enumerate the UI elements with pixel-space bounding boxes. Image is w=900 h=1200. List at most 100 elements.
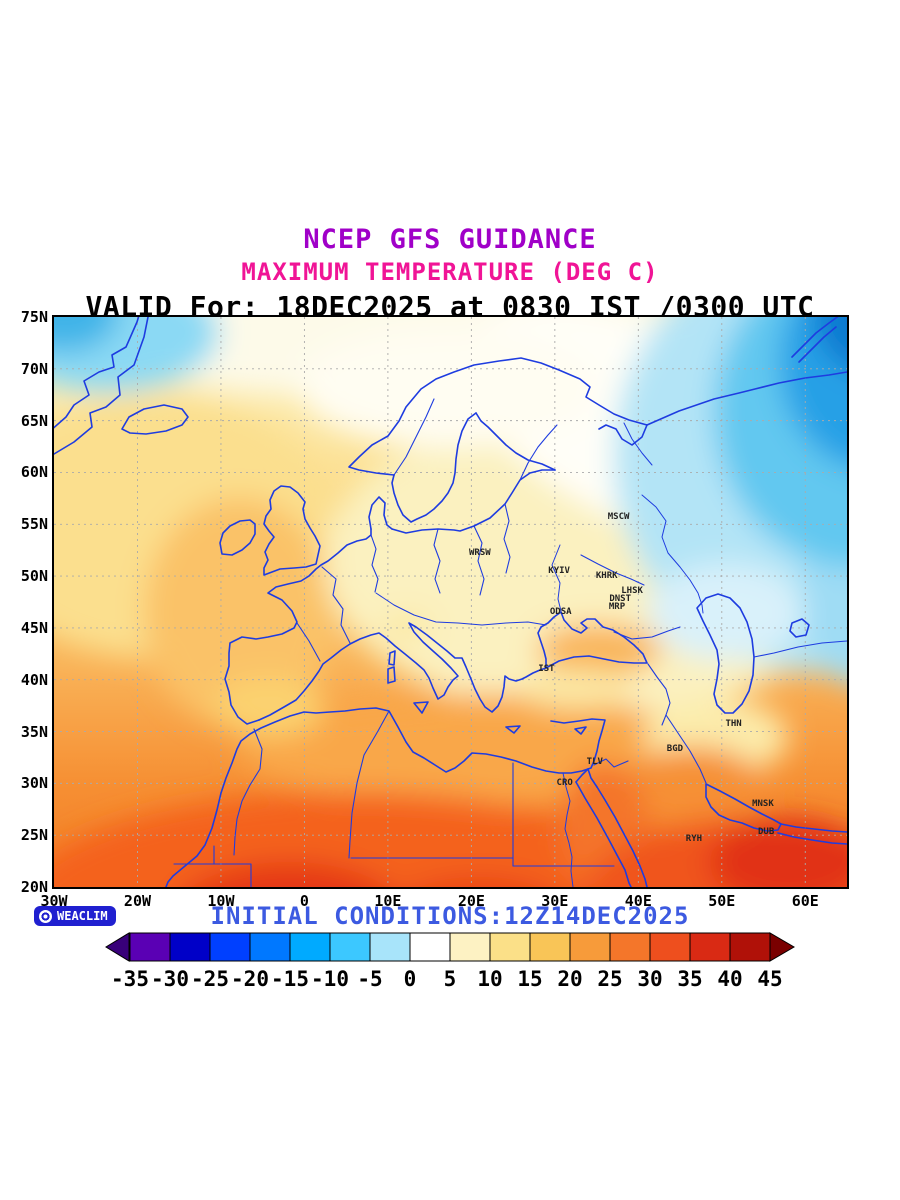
city-label-kyiv: KYIV [548, 566, 570, 577]
rivers [375, 422, 704, 887]
colorbar-segment [489, 932, 531, 962]
colorbar-segment [289, 932, 331, 962]
temperature-colorbar: -35 -30 -25 -20 -15 -10 -5 0 5 10 15 20 25 30 35 40 45 [0, 930, 900, 1000]
city-label-ist: IST [538, 664, 555, 675]
coast-sinai-2 [587, 768, 598, 788]
lat-tick-label: 70N [20, 359, 48, 378]
colorbar-tick-label: 5 [444, 967, 457, 991]
city-label-mnsk: MNSK [752, 798, 774, 809]
colorbar-tick-label: 40 [717, 967, 742, 991]
river-danube [375, 592, 547, 626]
colorbar-segment [329, 932, 371, 962]
colorbar-tick-label: 25 [597, 967, 622, 991]
city-label-mrp: MRP [608, 602, 626, 613]
colorbar-segment [409, 932, 451, 962]
coast-novaya-zemlya-2 [798, 326, 837, 363]
colorbar-segment [529, 932, 571, 962]
lon-tick-label: 30W [40, 892, 68, 910]
lon-tick-label: 0 [299, 892, 309, 910]
initial-conditions-text: INITIAL CONDITIONS:12Z14DEC2025 [210, 902, 690, 930]
colorbar-tick-label: 45 [757, 967, 782, 991]
coast-baltic-south [391, 469, 556, 534]
lat-tick-label: 75N [20, 308, 48, 326]
coast-sinai-1 [575, 768, 589, 783]
colorbar-tick-label: 20 [557, 967, 582, 991]
city-label-dnst: DNST [609, 593, 632, 604]
lat-tick-label: 20N [20, 878, 48, 896]
colorbar-tick-label: -30 [151, 967, 189, 991]
colorbar-segment [609, 932, 651, 962]
lon-tick-label: 60E [791, 892, 819, 910]
river-nile [562, 772, 574, 887]
colorbar-tick-label: -5 [357, 967, 382, 991]
coast-sicily [413, 701, 429, 714]
city-label-khrk: KHRK [595, 570, 618, 581]
river-dnieper [551, 544, 562, 612]
lat-tick-label: 45N [20, 618, 48, 637]
coast-britain [263, 485, 321, 576]
weaclim-label: WEACLIM [57, 909, 108, 923]
coast-red-sea-east [596, 786, 648, 887]
lon-tick-label: 20W [123, 892, 152, 910]
colorbar-left-arrow [105, 932, 130, 962]
lat-tick-label: 60N [20, 463, 48, 482]
city-label-thn: THN [725, 718, 742, 729]
colorbar-segment [369, 932, 411, 962]
colorbar-segment [649, 932, 691, 962]
colorbar-tick-label: -15 [271, 967, 309, 991]
coast-iceland [121, 404, 189, 435]
lat-tick-label: 25N [20, 826, 48, 845]
coast-greenland-inner [54, 317, 149, 455]
map-frame: MSCW WRSW KYIV KHRK LHSK DNST MRP ODSA IST THN BGD… [21, 308, 849, 910]
colorbar-tick-label: 10 [477, 967, 502, 991]
coast-baltic-north [475, 412, 556, 471]
coast-norway [348, 357, 648, 476]
colorbar-segment [169, 932, 211, 962]
colorbar-svg: -35 -30 -25 -20 -15 -10 -5 0 5 10 15 20 25 30 35 40 45 [105, 932, 795, 991]
city-label-tlv: TLV [586, 756, 603, 767]
coast-sweden [391, 412, 477, 523]
colorbar-tick-label: -25 [191, 967, 229, 991]
temperature-blobs [54, 317, 847, 887]
city-label-odsa: ODSA [549, 607, 572, 618]
colorbar-right-arrow [769, 932, 795, 962]
city-label-ryh: RYH [685, 834, 703, 845]
lat-tick-label: 40N [20, 670, 48, 689]
lat-tick-label: 50N [20, 567, 48, 586]
lon-tick-label: 10W [207, 892, 235, 910]
colorbar-segment [729, 932, 771, 962]
title-model: NCEP GFS GUIDANCE [303, 224, 597, 255]
target-icon [39, 909, 52, 923]
river-volga [641, 494, 704, 614]
coast-caspian [696, 593, 755, 714]
coast-arctic-russia [646, 371, 847, 426]
coast-sardinia [387, 666, 396, 684]
coast-cyprus [574, 726, 587, 735]
colorbar-segment [129, 932, 171, 962]
city-label-bgd: BGD [666, 744, 684, 755]
colorbar-tick-label: -10 [311, 967, 349, 991]
coast-denmark [368, 496, 393, 530]
lat-tick-label: 35N [20, 722, 48, 741]
coast-gulf-of-oman-n [780, 823, 847, 833]
temperature-field-map [54, 317, 847, 887]
colorbar-tick-label: -35 [111, 967, 149, 991]
colorbar-tick-label: 35 [677, 967, 702, 991]
city-label-mscw: MSCW [607, 511, 630, 522]
city-label-lhsk: LHSK [621, 585, 643, 596]
colorbar-tick-label: -20 [231, 967, 269, 991]
lon-tick-label: 10E [374, 892, 402, 910]
city-label-cro: CRO [556, 778, 573, 789]
river-dvina [623, 422, 653, 466]
colorbar-segment [569, 932, 611, 962]
lat-tick-label: 65N [20, 411, 48, 430]
colorbar-segment [249, 932, 291, 962]
city-label-dub: DUB [757, 826, 775, 837]
weaclim-logo-badge: WEACLIM [34, 906, 116, 926]
country-borders [173, 398, 847, 887]
colorbar-tick-label: 0 [404, 967, 417, 991]
lat-tick-label: 30N [20, 774, 48, 793]
colorbar-tick-label: 15 [517, 967, 542, 991]
coast-ireland [219, 519, 256, 556]
